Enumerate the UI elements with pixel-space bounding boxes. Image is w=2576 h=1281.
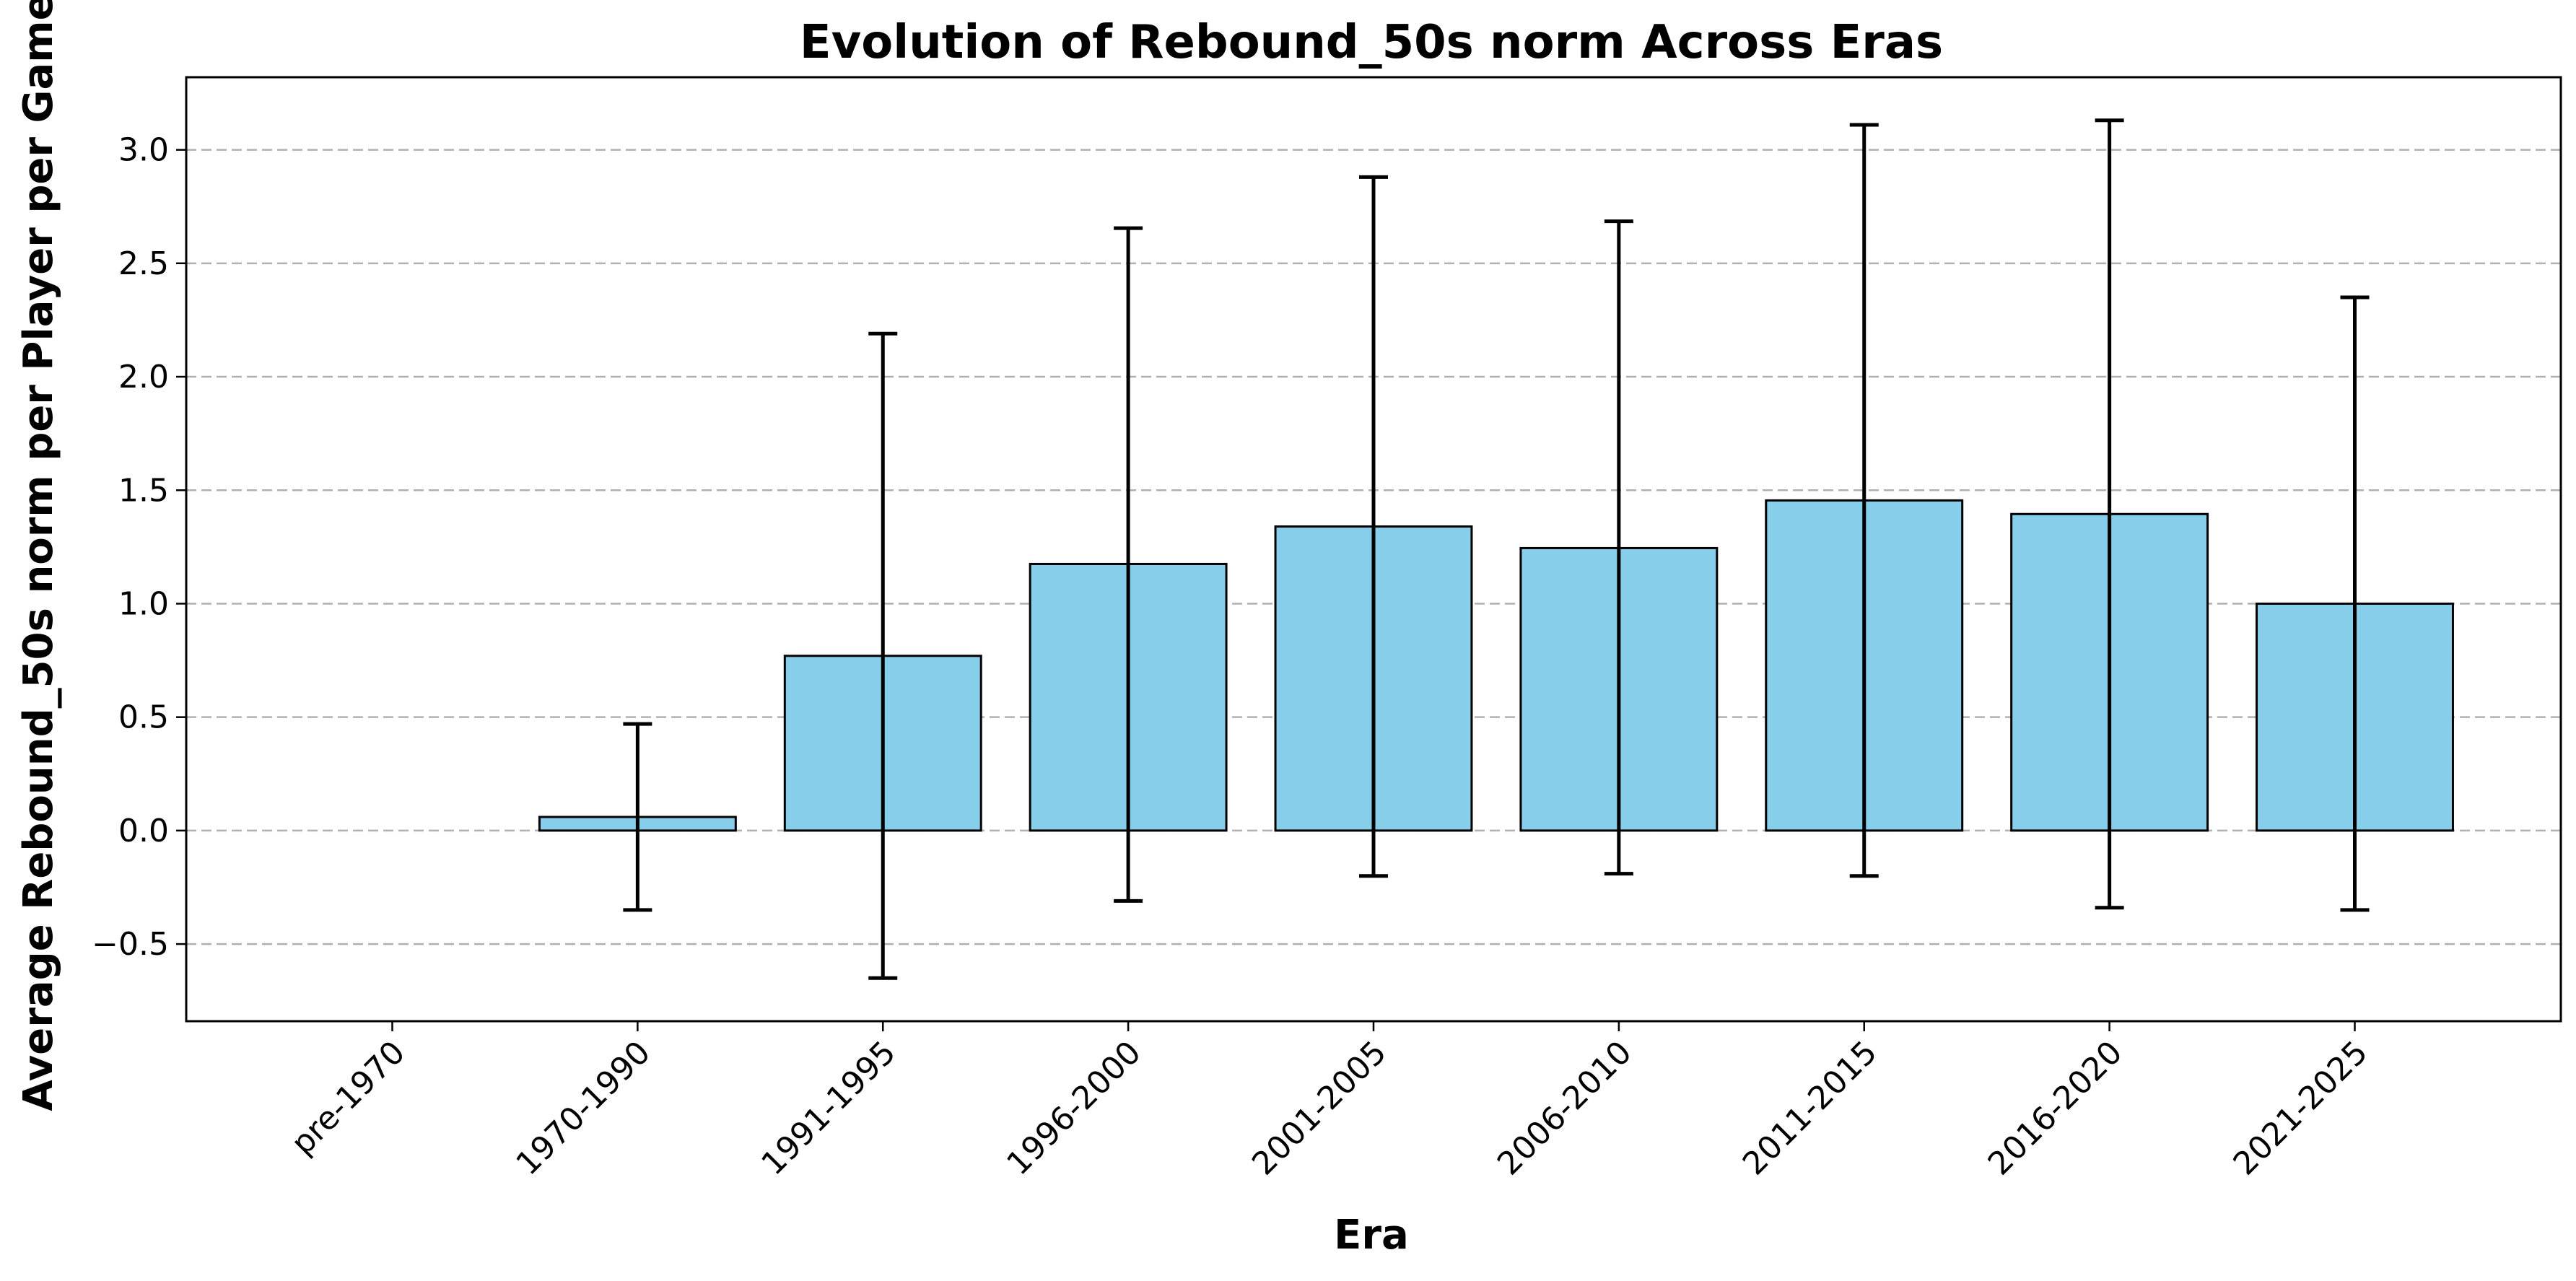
x-tick-label: 2006-2010 <box>1490 1034 1639 1183</box>
error-bars <box>623 118 2370 980</box>
x-axis-label: Era <box>1334 1212 1409 1259</box>
y-axis-label: Average Rebound_50s norm per Player per … <box>15 0 62 1111</box>
y-tick-label: 2.0 <box>118 359 169 395</box>
bars <box>538 499 2454 832</box>
x-tick-label: 2021-2025 <box>2227 1034 2375 1183</box>
y-tick-label: 2.5 <box>118 245 169 282</box>
x-tick-label: 2001-2005 <box>1245 1034 1394 1183</box>
y-tick-label: 1.5 <box>118 472 169 509</box>
y-tick-label: 0.0 <box>118 813 169 849</box>
x-axis-ticks: pre-1970 1970-1990 1991-1995 1996-2000 2001-… <box>284 1021 2375 1182</box>
chart-title: Evolution of Rebound_50s norm Across Era… <box>800 16 1943 69</box>
y-tick-label: 1.0 <box>118 585 169 622</box>
x-tick-label: 2016-2020 <box>1981 1034 2130 1183</box>
y-tick-label: −0.5 <box>92 926 169 963</box>
x-tick-label: 2011-2015 <box>1736 1034 1885 1183</box>
y-tick-label: 3.0 <box>118 132 169 169</box>
x-tick-label: 1991-1995 <box>754 1034 903 1183</box>
x-tick-label: 1996-2000 <box>1000 1034 1148 1183</box>
y-tick-label: 0.5 <box>118 699 169 736</box>
x-tick-label: 1970-1990 <box>509 1034 658 1183</box>
y-axis-ticks: −0.5 0.0 0.5 1.0 1.5 2.0 2.5 3.0 <box>92 132 186 963</box>
x-tick-label: pre-1970 <box>284 1034 412 1162</box>
